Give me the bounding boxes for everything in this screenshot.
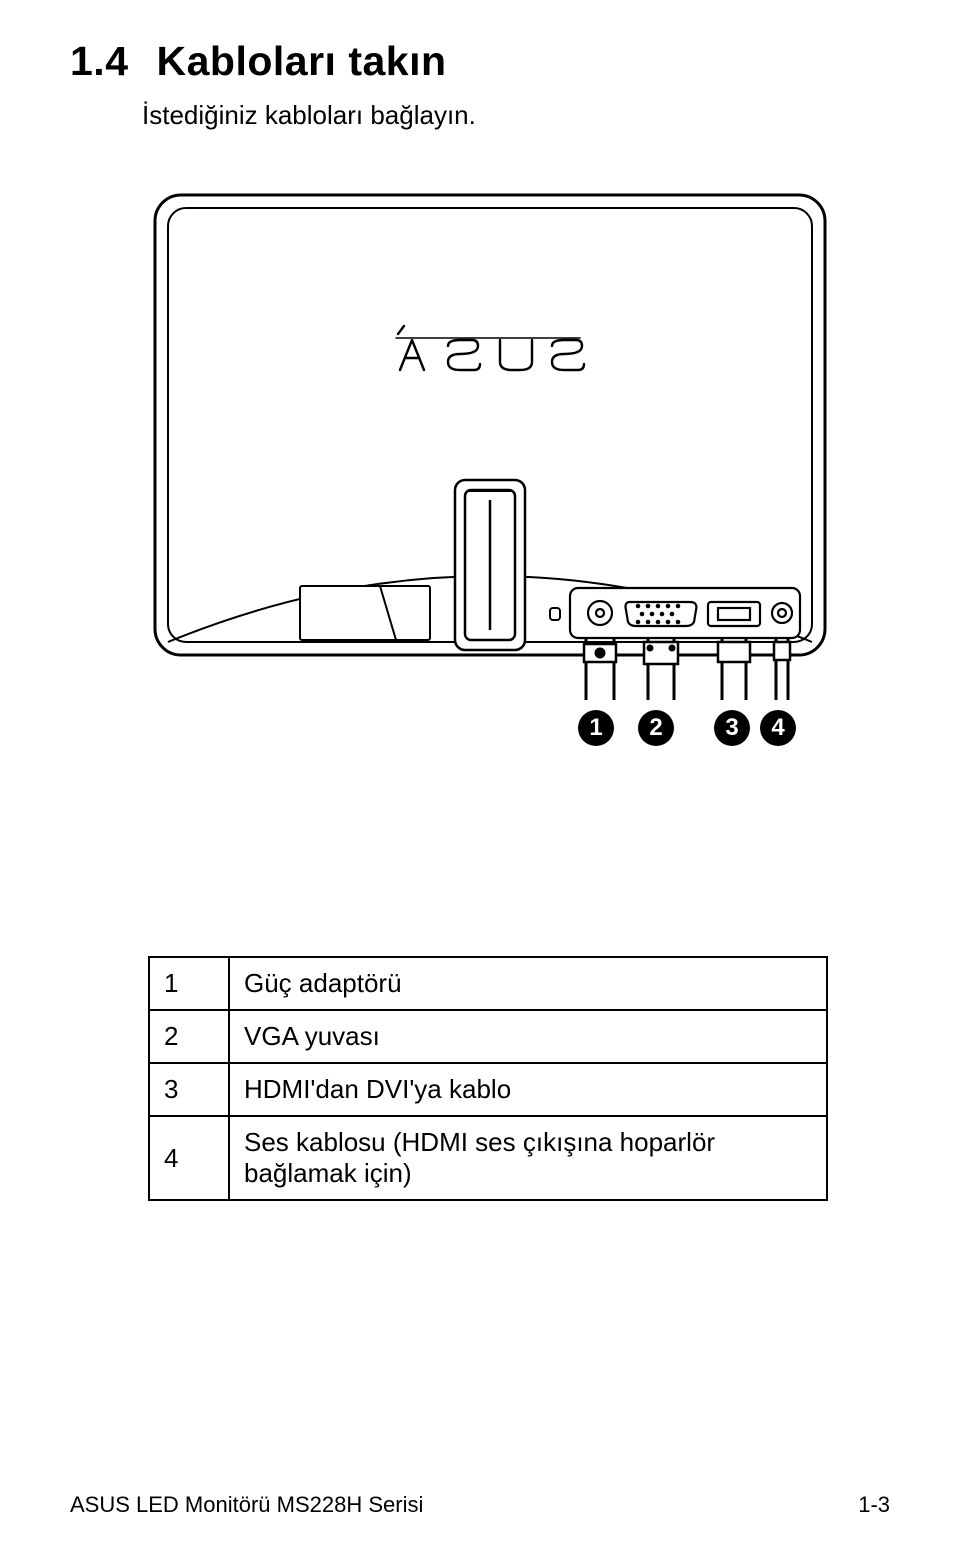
callout-3: 3 <box>714 710 750 746</box>
page-footer: ASUS LED Monitörü MS228H Serisi 1-3 <box>0 1492 960 1518</box>
footer-left: ASUS LED Monitörü MS228H Serisi <box>70 1492 423 1518</box>
table-cell-key: 4 <box>149 1116 229 1200</box>
table-row: 2 VGA yuvası <box>149 1010 827 1063</box>
table-cell-key: 1 <box>149 957 229 1010</box>
callout-2: 2 <box>638 710 674 746</box>
table-cell-val: HDMI'dan DVI'ya kablo <box>229 1063 827 1116</box>
heading-subline: İstediğiniz kabloları bağlayın. <box>142 100 476 131</box>
table-row: 4 Ses kablosu (HDMI ses çıkışına hoparlö… <box>149 1116 827 1200</box>
table-cell-val: Güç adaptörü <box>229 957 827 1010</box>
table-cell-key: 3 <box>149 1063 229 1116</box>
callout-1: 1 <box>578 710 614 746</box>
section-heading: 1.4 Kabloları takın <box>70 38 447 85</box>
heading-title: Kabloları takın <box>157 38 447 84</box>
table-cell-val: Ses kablosu (HDMI ses çıkışına hoparlör … <box>229 1116 827 1200</box>
monitor-diagram: 1 2 3 4 <box>150 190 830 830</box>
table-row: 1 Güç adaptörü <box>149 957 827 1010</box>
ports-table: 1 Güç adaptörü 2 VGA yuvası 3 HDMI'dan D… <box>148 956 828 1201</box>
page: 1.4 Kabloları takın İstediğiniz kabloları… <box>0 0 960 1566</box>
heading-number: 1.4 <box>70 38 129 84</box>
table-row: 3 HDMI'dan DVI'ya kablo <box>149 1063 827 1116</box>
monitor-svg <box>150 190 830 770</box>
callout-4: 4 <box>760 710 796 746</box>
table-cell-key: 2 <box>149 1010 229 1063</box>
footer-right: 1-3 <box>858 1492 890 1518</box>
table-cell-val: VGA yuvası <box>229 1010 827 1063</box>
